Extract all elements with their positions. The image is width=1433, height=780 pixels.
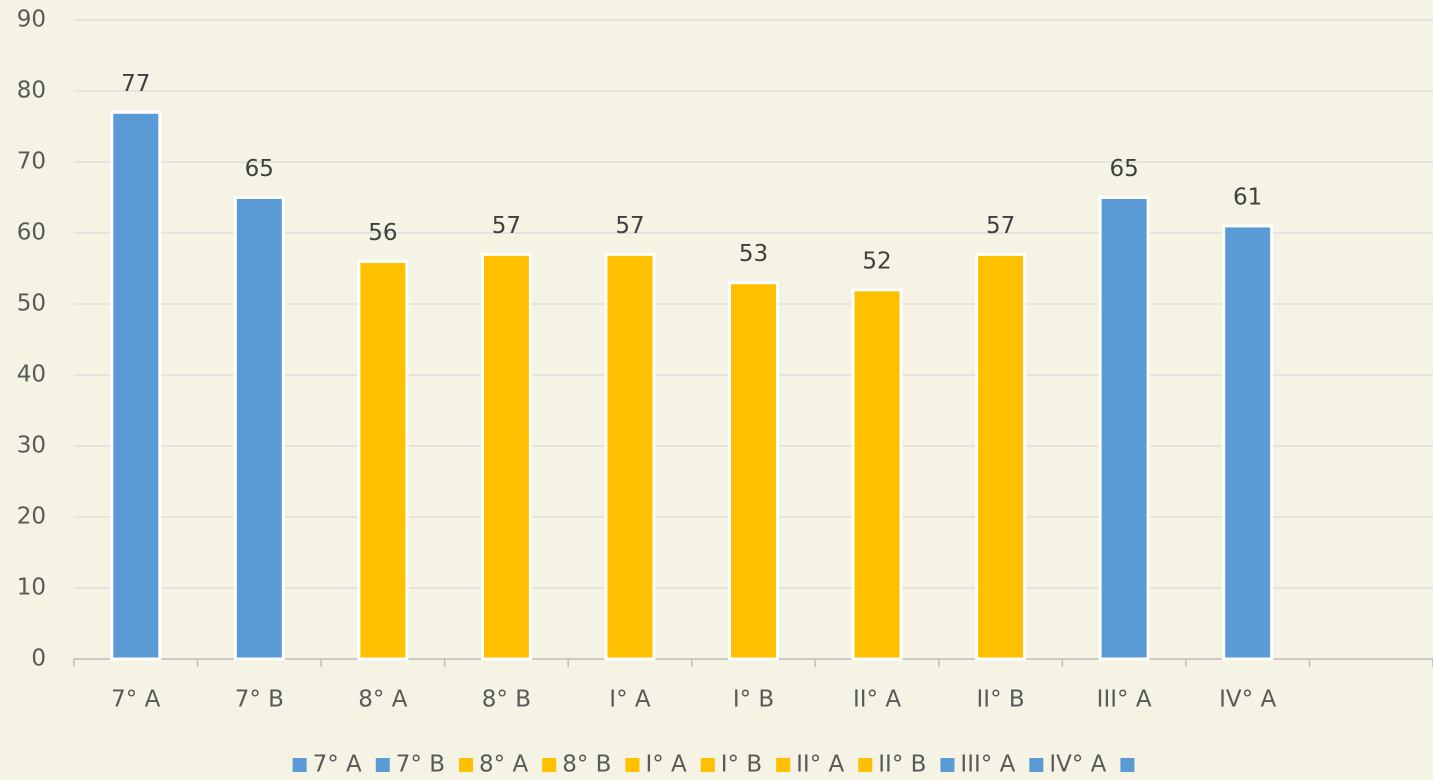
data-label: 56	[368, 220, 397, 246]
legend-label: I° B	[721, 752, 762, 778]
legend-item: II° B	[858, 752, 926, 778]
legend-item: I° B	[700, 752, 762, 778]
legend-label: III° A	[960, 752, 1015, 778]
data-label: 57	[986, 213, 1015, 239]
legend-item: I° A	[625, 752, 687, 778]
legend-label: 7° A	[313, 752, 362, 778]
bar	[728, 281, 779, 661]
legend-swatch	[625, 758, 640, 772]
data-label: 65	[245, 156, 274, 182]
legend-swatch	[940, 758, 955, 772]
bar	[975, 252, 1027, 661]
bar	[851, 288, 903, 661]
legend-swatch	[1029, 758, 1044, 772]
y-tick-label: 20	[17, 504, 46, 530]
bar	[110, 110, 162, 661]
y-tick-label: 40	[17, 362, 46, 388]
x-tick-label: II° A	[853, 687, 901, 713]
legend-swatch	[375, 758, 390, 772]
data-label: 61	[1233, 184, 1262, 210]
legend-label: II° B	[878, 752, 926, 778]
x-tick-label: III° A	[1097, 687, 1152, 713]
legend-item: 8° B	[542, 752, 611, 778]
x-tick-label: IV° A	[1219, 687, 1276, 713]
data-label: 52	[862, 248, 891, 274]
legend-label: IV° A	[1049, 752, 1106, 778]
data-label: 57	[492, 213, 521, 239]
legend-item	[1120, 758, 1135, 772]
x-tick-label: I° A	[609, 687, 651, 713]
data-label: 77	[121, 71, 150, 97]
bar	[1222, 224, 1274, 661]
legend-item: IV° A	[1029, 752, 1107, 778]
y-tick-label: 90	[17, 7, 46, 33]
y-tick-label: 50	[17, 291, 46, 317]
x-tick-label: 7° A	[111, 687, 160, 713]
bar	[604, 252, 656, 661]
bar	[357, 259, 409, 661]
legend-label: I° A	[645, 752, 687, 778]
data-label: 65	[1109, 156, 1138, 182]
bar	[233, 196, 285, 661]
legend-swatch	[292, 758, 307, 772]
data-label: 53	[739, 241, 768, 267]
y-tick-label: 80	[17, 78, 46, 104]
legend-item: 7° B	[375, 752, 445, 778]
x-tick-label: 7° B	[235, 687, 284, 713]
y-tick-label: 60	[17, 220, 46, 246]
legend-swatch	[776, 758, 791, 772]
legend-item: II° A	[776, 752, 845, 778]
x-tick-label: II° B	[977, 687, 1025, 713]
legend-label: 7° B	[396, 752, 445, 778]
legend-swatch	[858, 758, 873, 772]
legend-swatch	[459, 758, 474, 772]
legend-swatch	[542, 758, 557, 772]
y-tick-label: 10	[17, 575, 46, 601]
legend-item: 7° A	[292, 752, 362, 778]
x-tick-label: 8° B	[482, 687, 531, 713]
legend-item: III° A	[940, 752, 1016, 778]
legend-label: II° A	[796, 752, 844, 778]
bar	[480, 252, 532, 661]
x-tick-label: 8° A	[358, 687, 407, 713]
legend-label: 8° A	[479, 752, 528, 778]
legend-swatch	[700, 758, 715, 772]
legend-item: 8° A	[459, 752, 528, 778]
legend-swatch	[1120, 758, 1135, 772]
y-tick-label: 0	[31, 646, 46, 672]
legend-label: 8° B	[562, 752, 611, 778]
data-label: 57	[615, 213, 644, 239]
y-tick-label: 30	[17, 433, 46, 459]
y-tick-label: 70	[17, 149, 46, 175]
bar	[1098, 196, 1150, 661]
x-tick-label: I° B	[733, 687, 774, 713]
